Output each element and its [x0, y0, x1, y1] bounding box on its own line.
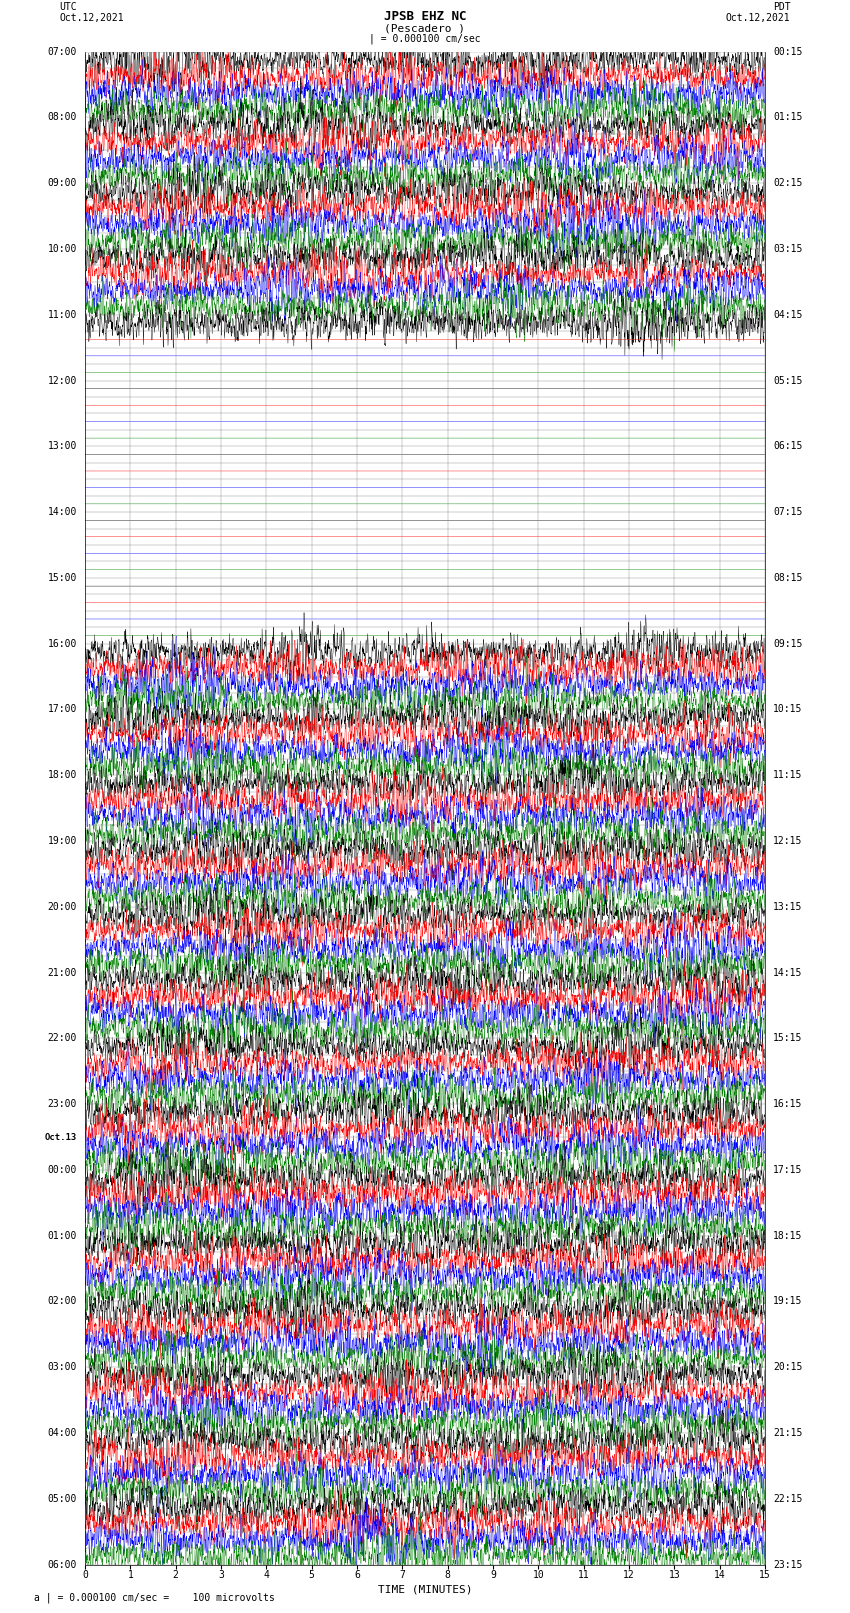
Text: 12:15: 12:15 [774, 836, 802, 845]
Text: 22:15: 22:15 [774, 1494, 802, 1503]
Text: 22:00: 22:00 [48, 1034, 76, 1044]
Text: 13:00: 13:00 [48, 442, 76, 452]
Text: 17:15: 17:15 [774, 1165, 802, 1174]
Text: Oct.13: Oct.13 [44, 1132, 76, 1142]
Text: 03:00: 03:00 [48, 1363, 76, 1373]
Text: 16:00: 16:00 [48, 639, 76, 648]
Text: 21:00: 21:00 [48, 968, 76, 977]
Text: 02:15: 02:15 [774, 177, 802, 189]
Text: | = 0.000100 cm/sec: | = 0.000100 cm/sec [369, 34, 481, 44]
Text: 13:15: 13:15 [774, 902, 802, 911]
Text: 10:15: 10:15 [774, 705, 802, 715]
Text: (Pescadero ): (Pescadero ) [384, 24, 466, 34]
X-axis label: TIME (MINUTES): TIME (MINUTES) [377, 1584, 473, 1594]
Text: 06:15: 06:15 [774, 442, 802, 452]
Text: 21:15: 21:15 [774, 1428, 802, 1439]
Text: 00:00: 00:00 [48, 1165, 76, 1174]
Text: 11:15: 11:15 [774, 771, 802, 781]
Text: 20:15: 20:15 [774, 1363, 802, 1373]
Text: 15:00: 15:00 [48, 573, 76, 582]
Text: 23:15: 23:15 [774, 1560, 802, 1569]
Text: 15:15: 15:15 [774, 1034, 802, 1044]
Text: 00:15: 00:15 [774, 47, 802, 56]
Text: 16:15: 16:15 [774, 1098, 802, 1110]
Text: JPSB EHZ NC: JPSB EHZ NC [383, 10, 467, 24]
Text: PDT
Oct.12,2021: PDT Oct.12,2021 [726, 2, 790, 24]
Text: UTC
Oct.12,2021: UTC Oct.12,2021 [60, 2, 124, 24]
Text: a | = 0.000100 cm/sec =    100 microvolts: a | = 0.000100 cm/sec = 100 microvolts [34, 1592, 275, 1603]
Text: 19:00: 19:00 [48, 836, 76, 845]
Text: 04:00: 04:00 [48, 1428, 76, 1439]
Text: 14:00: 14:00 [48, 506, 76, 518]
Text: 09:15: 09:15 [774, 639, 802, 648]
Text: 18:00: 18:00 [48, 771, 76, 781]
Text: 08:00: 08:00 [48, 113, 76, 123]
Text: 06:00: 06:00 [48, 1560, 76, 1569]
Text: 07:00: 07:00 [48, 47, 76, 56]
Text: 14:15: 14:15 [774, 968, 802, 977]
Text: 05:15: 05:15 [774, 376, 802, 386]
Text: 08:15: 08:15 [774, 573, 802, 582]
Text: 01:00: 01:00 [48, 1231, 76, 1240]
Text: 20:00: 20:00 [48, 902, 76, 911]
Text: 09:00: 09:00 [48, 177, 76, 189]
Text: 10:00: 10:00 [48, 244, 76, 253]
Text: 01:15: 01:15 [774, 113, 802, 123]
Text: 23:00: 23:00 [48, 1098, 76, 1110]
Text: 18:15: 18:15 [774, 1231, 802, 1240]
Text: 19:15: 19:15 [774, 1297, 802, 1307]
Text: 04:15: 04:15 [774, 310, 802, 319]
Text: 11:00: 11:00 [48, 310, 76, 319]
Text: 03:15: 03:15 [774, 244, 802, 253]
Text: 07:15: 07:15 [774, 506, 802, 518]
Text: 12:00: 12:00 [48, 376, 76, 386]
Text: 17:00: 17:00 [48, 705, 76, 715]
Text: 02:00: 02:00 [48, 1297, 76, 1307]
Text: 05:00: 05:00 [48, 1494, 76, 1503]
